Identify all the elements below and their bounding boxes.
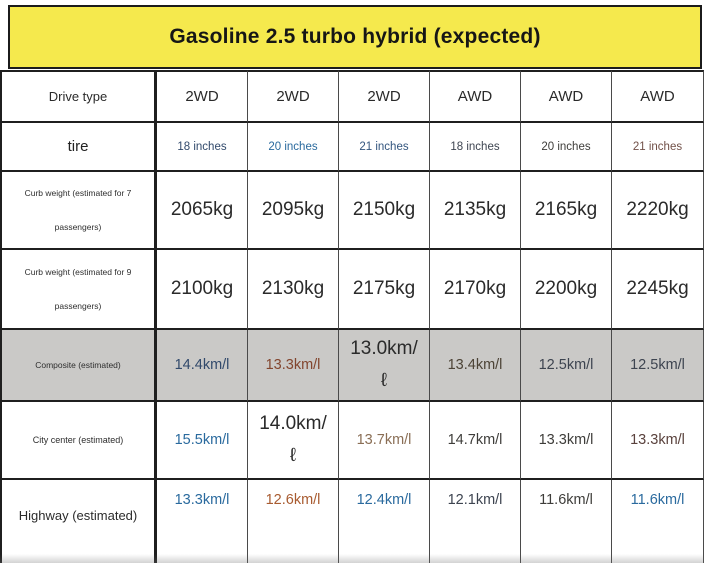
curb-weight-value: 2065kg [157, 172, 248, 250]
highway-economy-value: 12.6km/l [248, 480, 339, 563]
curb-weight-value: 2220kg [612, 172, 704, 250]
row-header-tire: tire [0, 123, 157, 172]
tire-size-value: 20 inches [248, 123, 339, 172]
curb-weight-value: 2165kg [521, 172, 612, 250]
composite-economy-value: 12.5km/l [612, 330, 704, 402]
row-header-highway: Highway (estimated) [0, 480, 157, 563]
curb-weight-value: 2135kg [430, 172, 521, 250]
highway-economy-value: 11.6km/l [612, 480, 704, 563]
composite-economy-value: 13.3km/l [248, 330, 339, 402]
curb-weight-value: 2200kg [521, 250, 612, 330]
highway-economy-value: 12.4km/l [339, 480, 430, 563]
curb-weight-value: 2150kg [339, 172, 430, 250]
city-economy-value: 13.3km/l [612, 402, 704, 480]
tire-size-value: 18 inches [157, 123, 248, 172]
row-header-composite: Composite (estimated) [0, 330, 157, 402]
drive-type-value: 2WD [157, 70, 248, 123]
tire-size-value: 21 inches [612, 123, 704, 172]
curb-weight-value: 2170kg [430, 250, 521, 330]
city-economy-value: 14.7km/l [430, 402, 521, 480]
drive-type-value: 2WD [339, 70, 430, 123]
city-economy-value: 13.7km/l [339, 402, 430, 480]
curb-weight-value: 2100kg [157, 250, 248, 330]
drive-type-value: AWD [612, 70, 704, 123]
composite-economy-value: 14.4km/l [157, 330, 248, 402]
tire-size-value: 18 inches [430, 123, 521, 172]
city-economy-value: 13.3km/l [521, 402, 612, 480]
highway-economy-value: 13.3km/l [157, 480, 248, 563]
drive-type-value: AWD [430, 70, 521, 123]
drive-type-value: AWD [521, 70, 612, 123]
page-title: Gasoline 2.5 turbo hybrid (expected) [169, 25, 541, 48]
highway-economy-value: 12.1km/l [430, 480, 521, 563]
title-banner: Gasoline 2.5 turbo hybrid (expected) [8, 5, 702, 69]
row-header-curb-weight-9: Curb weight (estimated for 9 passengers) [0, 250, 157, 330]
composite-economy-value: 13.0km/ ℓ [339, 330, 430, 402]
composite-economy-value: 12.5km/l [521, 330, 612, 402]
city-economy-value: 14.0km/ ℓ [248, 402, 339, 480]
composite-economy-value: 13.4km/l [430, 330, 521, 402]
curb-weight-value: 2130kg [248, 250, 339, 330]
tire-size-value: 20 inches [521, 123, 612, 172]
curb-weight-value: 2245kg [612, 250, 704, 330]
curb-weight-value: 2175kg [339, 250, 430, 330]
row-header-curb-weight-7: Curb weight (estimated for 7 passengers) [0, 172, 157, 250]
spec-table: Drive type 2WD 2WD 2WD AWD AWD AWD tire … [0, 70, 704, 563]
drive-type-value: 2WD [248, 70, 339, 123]
curb-weight-value: 2095kg [248, 172, 339, 250]
row-header-city-center: City center (estimated) [0, 402, 157, 480]
row-header-drive-type: Drive type [0, 70, 157, 123]
tire-size-value: 21 inches [339, 123, 430, 172]
highway-economy-value: 11.6km/l [521, 480, 612, 563]
city-economy-value: 15.5km/l [157, 402, 248, 480]
